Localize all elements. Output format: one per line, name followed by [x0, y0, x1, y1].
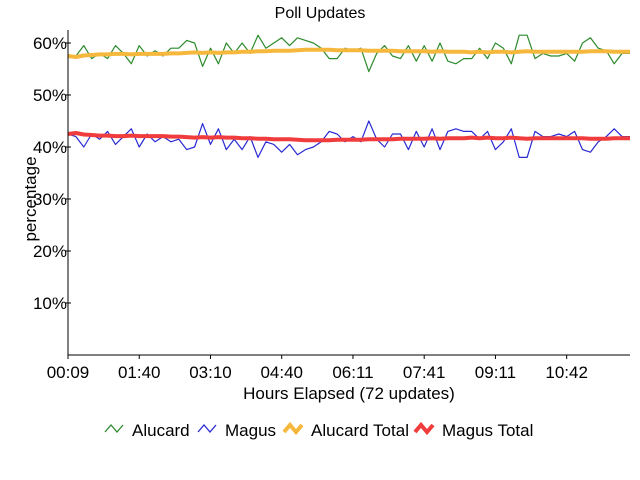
x-tick-label: 10:42: [545, 363, 588, 382]
series-line-magus-total: [67, 131, 630, 143]
legend-swatch-magus-total: [413, 421, 435, 436]
x-tick-label: 01:40: [118, 363, 161, 382]
legend-swatch-magus: [197, 424, 217, 433]
x-tick-label: 00:09: [47, 363, 90, 382]
plot-lines: [67, 34, 630, 158]
series-line-alucard-total: [67, 47, 630, 59]
y-tick-label: 20%: [33, 242, 67, 261]
y-tick-label: 60%: [33, 34, 67, 53]
y-tick-label: 30%: [33, 190, 67, 209]
y-tick-label: 50%: [33, 86, 67, 105]
x-axis-label: Hours Elapsed (72 updates): [243, 384, 455, 403]
x-axis-ticks: 00:09 01:40 03:10 04:40 06:11 07:41 09:11 10:42: [47, 355, 588, 382]
legend-label-alucard-total: Alucard Total: [311, 421, 409, 440]
legend-swatch-alucard: [104, 424, 124, 433]
y-tick-label: 10%: [33, 294, 67, 313]
x-tick-label: 04:40: [260, 363, 303, 382]
y-axis-label: percentage: [21, 156, 40, 241]
x-tick-label: 06:11: [332, 363, 373, 382]
legend-label-alucard: Alucard: [132, 421, 190, 440]
y-tick-label: 40%: [33, 138, 67, 157]
chart-title: Poll Updates: [275, 5, 366, 22]
x-tick-label: 03:10: [189, 363, 232, 382]
legend-swatch-alucard-total: [282, 421, 304, 436]
y-axis-ticks: 10% 20% 30% 40% 50% 60%: [33, 34, 71, 313]
legend-label-magus-total: Magus Total: [442, 421, 533, 440]
x-tick-label: 09:11: [475, 363, 516, 382]
legend-label-magus: Magus: [225, 421, 276, 440]
legend: Alucard Magus Alucard Total Magus Total: [104, 421, 533, 440]
x-tick-label: 07:41: [403, 363, 446, 382]
